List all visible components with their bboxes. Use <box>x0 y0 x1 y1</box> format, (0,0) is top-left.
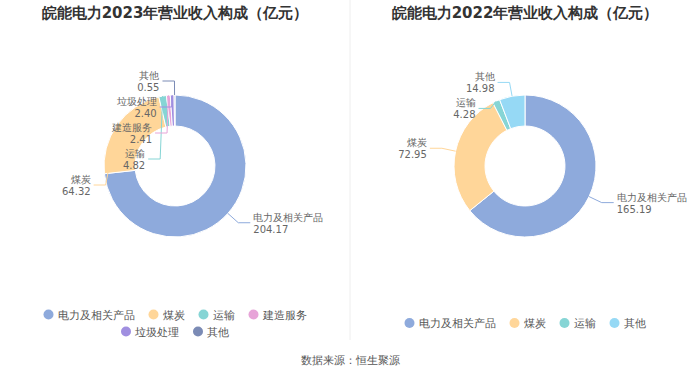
legend-label: 其他 <box>624 317 646 330</box>
leader-line <box>479 101 497 108</box>
legend-label: 其他 <box>207 326 229 339</box>
data-label-value: 14.98 <box>466 83 495 94</box>
leader-line <box>162 81 174 95</box>
legend-item: 煤炭 <box>149 309 185 322</box>
leader-line <box>430 148 456 151</box>
data-label-value: 2.41 <box>130 134 152 145</box>
legend-label: 运输 <box>213 309 235 322</box>
leader-line <box>498 82 513 96</box>
slices <box>104 95 246 237</box>
chart-svg: 皖能电力2023年营业收入构成（亿元）电力及相关产品204.17煤炭64.32运… <box>0 0 700 378</box>
chart-root: 皖能电力2023年营业收入构成（亿元）电力及相关产品204.17煤炭64.32运… <box>0 0 700 378</box>
leader-line <box>94 125 117 185</box>
legend-item: 电力及相关产品 <box>44 309 135 322</box>
data-label-name: 建造服务 <box>111 122 152 133</box>
slice <box>174 95 176 126</box>
data-label-value: 72.95 <box>398 149 427 160</box>
slices <box>454 95 596 237</box>
data-label-name: 煤炭 <box>71 174 91 185</box>
legend-marker <box>199 310 209 320</box>
data-label-name: 其他 <box>139 70 159 81</box>
data-label-name: 煤炭 <box>407 137 427 148</box>
chart-panel: 皖能电力2023年营业收入构成（亿元）电力及相关产品204.17煤炭64.32运… <box>42 4 324 339</box>
legend-label: 煤炭 <box>163 309 185 322</box>
legend-item: 运输 <box>199 309 235 322</box>
legend-item: 运输 <box>560 317 596 330</box>
legend-item: 建造服务 <box>249 309 307 322</box>
legend-marker <box>121 327 131 337</box>
legend-item: 煤炭 <box>510 317 546 330</box>
slice <box>104 97 166 174</box>
legend-label: 电力及相关产品 <box>419 317 496 330</box>
panel-divider <box>350 0 351 340</box>
legend: 电力及相关产品 煤炭 运输 其他 <box>405 317 646 330</box>
legend: 电力及相关产品 煤炭 运输 建造服务垃圾处理 其他 <box>44 309 307 339</box>
legend-item: 电力及相关产品 <box>405 317 496 330</box>
chart-panel: 皖能电力2022年营业收入构成（亿元）电力及相关产品165.19煤炭72.95运… <box>392 4 687 330</box>
legend-marker <box>193 327 203 337</box>
chart-title: 皖能电力2022年营业收入构成（亿元） <box>392 4 659 22</box>
leader-line <box>155 95 168 133</box>
data-label-value: 4.82 <box>123 160 145 171</box>
legend-label: 垃圾处理 <box>134 326 179 339</box>
legend-item: 其他 <box>193 326 229 339</box>
leader-line <box>228 213 250 222</box>
legend-marker <box>249 310 259 320</box>
legend-label: 建造服务 <box>262 309 307 322</box>
legend-label: 运输 <box>574 317 596 330</box>
data-label-value: 204.17 <box>253 224 288 235</box>
legend-label: 电力及相关产品 <box>58 309 135 322</box>
data-label-name: 垃圾处理 <box>116 96 157 107</box>
data-label-value: 0.55 <box>137 82 159 93</box>
data-label-name: 其他 <box>475 71 495 82</box>
legend-marker <box>560 318 570 328</box>
legend-marker <box>510 318 520 328</box>
legend-marker <box>149 310 159 320</box>
data-label-value: 64.32 <box>62 186 91 197</box>
chart-title: 皖能电力2023年营业收入构成（亿元） <box>42 4 309 22</box>
slice <box>500 95 525 129</box>
slice <box>104 95 246 237</box>
legend-marker <box>405 318 415 328</box>
data-label-value: 4.28 <box>453 109 475 120</box>
data-labels: 电力及相关产品165.19 煤炭72.95 运输4.28 其他14.98 <box>398 71 686 214</box>
data-labels: 电力及相关产品204.17 煤炭64.32 运输4.82 建造服务2.41 垃圾处理2.… <box>62 70 323 235</box>
data-label-value: 2.40 <box>134 108 156 119</box>
legend-label: 煤炭 <box>524 317 546 330</box>
source-note: 数据来源：恒生聚源 <box>301 354 400 367</box>
legend-marker <box>44 310 54 320</box>
leader-line <box>160 95 173 107</box>
legend-marker <box>610 318 620 328</box>
data-label-name: 运输 <box>456 97 476 108</box>
data-label-value: 165.19 <box>617 204 652 215</box>
leader-line <box>589 197 614 203</box>
data-label-name: 电力及相关产品 <box>253 212 323 223</box>
slice <box>454 103 507 211</box>
legend-item: 垃圾处理 <box>121 326 179 339</box>
data-label-name: 电力及相关产品 <box>617 192 687 203</box>
legend-item: 其他 <box>610 317 646 330</box>
data-label-name: 运输 <box>125 148 145 159</box>
